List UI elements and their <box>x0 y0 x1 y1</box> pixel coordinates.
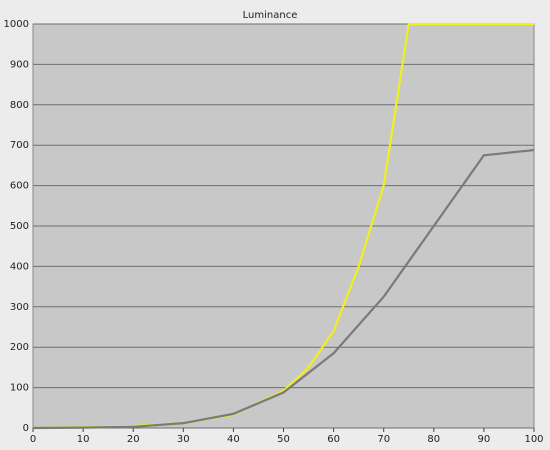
y-tick-label: 100 <box>10 383 29 394</box>
x-tick-label: 80 <box>427 434 440 445</box>
y-tick-label: 0 <box>23 423 29 434</box>
x-tick-label: 100 <box>524 434 543 445</box>
x-tick-label: 50 <box>277 434 290 445</box>
x-tick-label: 20 <box>127 434 140 445</box>
y-tick-label: 400 <box>10 261 29 272</box>
y-tick-label: 1000 <box>4 19 29 30</box>
y-tick-label: 700 <box>10 140 29 151</box>
x-tick-label: 70 <box>377 434 390 445</box>
data-line <box>32 148 535 430</box>
x-tick-label: 10 <box>77 434 90 445</box>
chart-title: Luminance <box>243 10 298 21</box>
y-tick-label: 200 <box>10 342 29 353</box>
y-tick-label: 300 <box>10 302 29 313</box>
x-tick-label: 30 <box>177 434 190 445</box>
x-tick-label: 40 <box>227 434 240 445</box>
x-tick-label: 0 <box>30 434 36 445</box>
x-tick-label: 90 <box>478 434 491 445</box>
y-tick-label: 800 <box>10 100 29 111</box>
y-tick-label: 500 <box>10 221 29 232</box>
x-tick-label: 60 <box>327 434 340 445</box>
y-tick-label: 900 <box>10 59 29 70</box>
y-tick-label: 600 <box>10 181 29 192</box>
